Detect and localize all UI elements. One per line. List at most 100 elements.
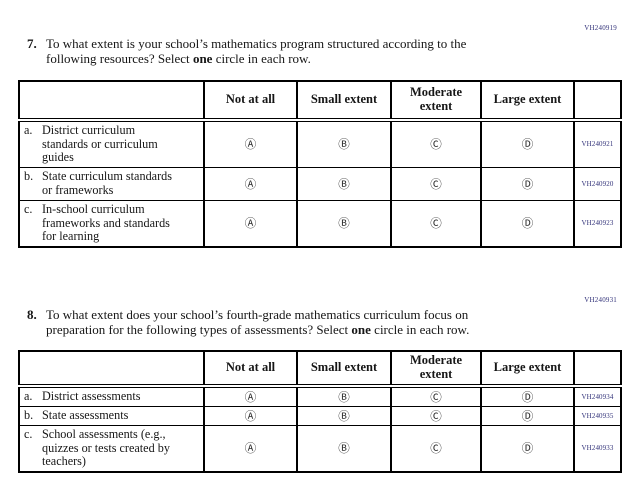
row-label: State curriculum standards or frameworks [42, 169, 172, 197]
q7-row-a-cell-large-extent: Ⓓ [480, 119, 575, 168]
q7-row-c-label-cell: c. In-school curriculum frameworks and s… [18, 199, 205, 248]
option-circle-c[interactable]: Ⓒ [430, 409, 442, 423]
q8-row-b: b. State assessments Ⓐ Ⓑ Ⓒ Ⓓ VH240935 [18, 406, 622, 426]
option-circle-b[interactable]: Ⓑ [338, 441, 350, 456]
q7-header-code-col [573, 80, 622, 122]
q8-header-not-at-all: Not at all [203, 350, 298, 388]
row-letter: b. [24, 408, 34, 423]
row-letter: b. [24, 169, 34, 184]
q7-row-a-cell-small-extent: Ⓑ [296, 119, 392, 168]
q8-row-b-label-cell: b. State assessments [18, 406, 205, 426]
q7-row-b-label-cell: b. State curriculum standards or framewo… [18, 166, 205, 201]
question-8-text: To what extent does your school’s fourth… [46, 307, 469, 337]
q8-row-c: c. School assessments (e.g., quizzes or … [18, 424, 622, 473]
option-circle-b[interactable]: Ⓑ [338, 137, 350, 152]
option-circle-d[interactable]: Ⓓ [521, 441, 534, 456]
option-circle-d[interactable]: Ⓓ [521, 137, 534, 152]
q7-row-b-cell-large-extent: Ⓓ [480, 166, 575, 201]
q8-row-a-cell-small-extent: Ⓑ [296, 385, 392, 407]
q8-table: Not at all Small extent Moderate extent … [18, 350, 622, 473]
q7-header-moderate-extent: Moderate extent [390, 80, 482, 122]
option-circle-c[interactable]: Ⓒ [430, 216, 442, 231]
option-circle-a[interactable]: Ⓐ [244, 390, 257, 404]
q8-row-a: a. District assessments Ⓐ Ⓑ Ⓒ Ⓓ VH240934 [18, 385, 622, 407]
q7-row-a-vh-code: VH240921 [573, 119, 622, 168]
option-circle-b[interactable]: Ⓑ [338, 409, 350, 423]
option-circle-a[interactable]: Ⓐ [244, 441, 257, 456]
q8-row-b-vh-code: VH240935 [573, 406, 622, 426]
q7-row-b-cell-small-extent: Ⓑ [296, 166, 392, 201]
question-7-line2-post: circle in each row. [212, 51, 311, 67]
q8-header-large-extent: Large extent [480, 350, 575, 388]
q7-header-not-at-all: Not at all [203, 80, 298, 122]
option-circle-a[interactable]: Ⓐ [244, 216, 257, 231]
q7-row-b-cell-not-at-all: Ⓐ [203, 166, 298, 201]
question-8-line1: To what extent does your school’s fourth… [46, 307, 469, 322]
question-7-line2-pre: following resources? Select [46, 51, 193, 67]
q8-row-c-cell-not-at-all: Ⓐ [203, 424, 298, 473]
option-circle-c[interactable]: Ⓒ [430, 137, 442, 152]
q8-row-b-cell-not-at-all: Ⓐ [203, 406, 298, 426]
question-7: 7. To what extent is your school’s mathe… [27, 36, 557, 66]
option-circle-b[interactable]: Ⓑ [338, 390, 350, 404]
row-letter: a. [24, 123, 33, 137]
option-circle-b[interactable]: Ⓑ [338, 216, 350, 231]
option-circle-d[interactable]: Ⓓ [521, 390, 534, 404]
question-7-line1: To what extent is your school’s mathemat… [46, 36, 467, 51]
q8-row-c-cell-large-extent: Ⓓ [480, 424, 575, 473]
q8-row-b-cell-moderate-extent: Ⓒ [390, 406, 482, 426]
q8-row-c-cell-small-extent: Ⓑ [296, 424, 392, 473]
option-circle-a[interactable]: Ⓐ [244, 137, 257, 152]
q7-row-b-vh-code: VH240920 [573, 166, 622, 201]
q7-row-c-cell-large-extent: Ⓓ [480, 199, 575, 248]
question-7-bold-word: one [192, 51, 213, 67]
question-8-number: 8. [27, 307, 37, 322]
q7-row-c-cell-not-at-all: Ⓐ [203, 199, 298, 248]
row-letter: c. [24, 201, 33, 216]
q8-header-row: Not at all Small extent Moderate extent … [18, 350, 622, 388]
row-label: School assessments (e.g., quizzes or tes… [42, 427, 170, 469]
q7-row-a-cell-not-at-all: Ⓐ [203, 119, 298, 168]
option-circle-a[interactable]: Ⓐ [244, 409, 257, 423]
question-7-vh-code: VH240919 [584, 24, 617, 32]
row-label: In-school curriculum frameworks and stan… [42, 201, 170, 244]
option-circle-b[interactable]: Ⓑ [338, 176, 350, 191]
q8-row-c-cell-moderate-extent: Ⓒ [390, 424, 482, 473]
q8-header-small-extent: Small extent [296, 350, 392, 388]
row-label: State assessments [42, 408, 129, 423]
row-letter: c. [24, 427, 33, 441]
q7-row-b: b. State curriculum standards or framewo… [18, 166, 622, 201]
option-circle-d[interactable]: Ⓓ [521, 176, 534, 191]
row-letter: a. [24, 389, 33, 404]
row-label: District assessments [42, 389, 141, 404]
q8-row-a-cell-moderate-extent: Ⓒ [390, 385, 482, 407]
q8-row-c-label-cell: c. School assessments (e.g., quizzes or … [18, 424, 205, 473]
option-circle-a[interactable]: Ⓐ [244, 176, 257, 191]
q7-header-small-extent: Small extent [296, 80, 392, 122]
q8-row-a-label-cell: a. District assessments [18, 385, 205, 407]
option-circle-d[interactable]: Ⓓ [521, 409, 534, 423]
q8-row-b-cell-small-extent: Ⓑ [296, 406, 392, 426]
row-label: District curriculum standards or curricu… [42, 123, 158, 165]
q7-row-a-label-cell: a. District curriculum standards or curr… [18, 119, 205, 168]
question-8-line2-post: circle in each row. [370, 322, 470, 338]
q7-header-empty [18, 80, 205, 122]
q7-table: Not at all Small extent Moderate extent … [18, 80, 622, 248]
option-circle-c[interactable]: Ⓒ [430, 176, 442, 191]
q7-row-c-cell-small-extent: Ⓑ [296, 199, 392, 248]
q7-row-c-vh-code: VH240923 [573, 199, 622, 248]
option-circle-d[interactable]: Ⓓ [521, 216, 534, 231]
q7-row-c-cell-moderate-extent: Ⓒ [390, 199, 482, 248]
q8-row-b-cell-large-extent: Ⓓ [480, 406, 575, 426]
option-circle-c[interactable]: Ⓒ [430, 441, 442, 456]
q8-header-moderate-extent: Moderate extent [390, 350, 482, 388]
q7-row-b-cell-moderate-extent: Ⓒ [390, 166, 482, 201]
q7-header-large-extent: Large extent [480, 80, 575, 122]
question-8-bold-word: one [351, 322, 371, 338]
q8-row-a-cell-not-at-all: Ⓐ [203, 385, 298, 407]
question-8-line2-pre: preparation for the following types of a… [46, 322, 352, 338]
question-7-text: To what extent is your school’s mathemat… [46, 36, 466, 66]
option-circle-c[interactable]: Ⓒ [430, 390, 442, 404]
q8-header-code-col [573, 350, 622, 388]
q7-row-a-cell-moderate-extent: Ⓒ [390, 119, 482, 168]
